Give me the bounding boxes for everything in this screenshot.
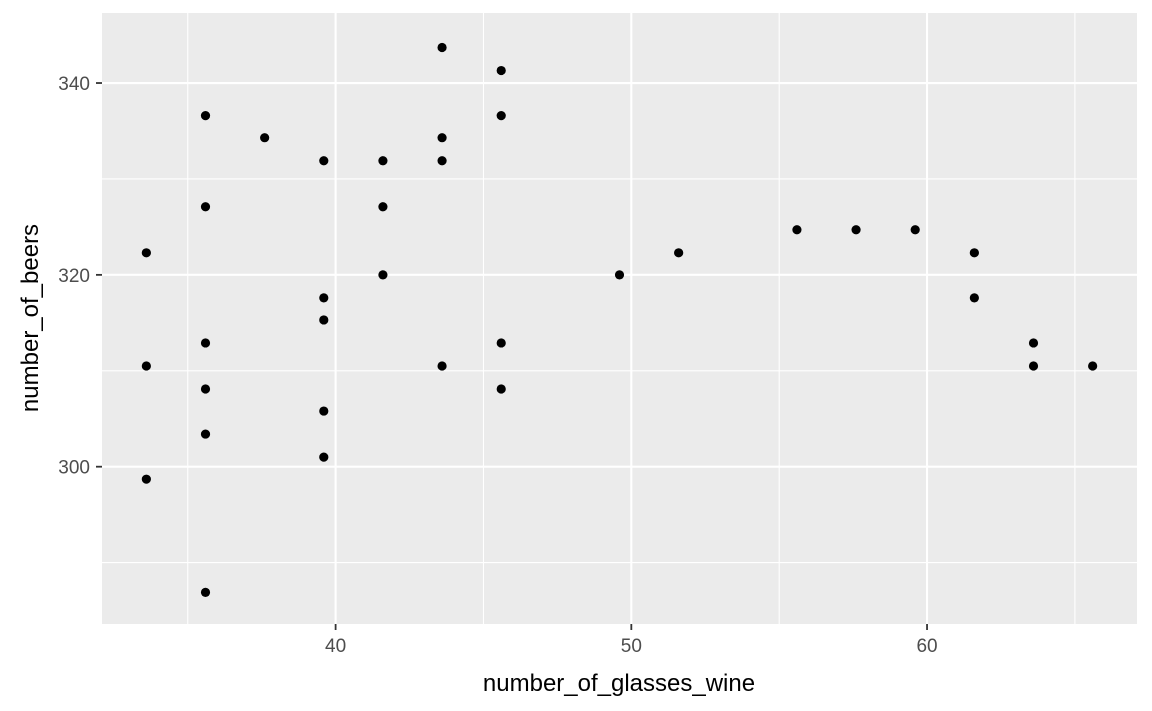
grid-minor: [102, 13, 1137, 624]
data-point: [969, 293, 979, 303]
data-point: [200, 587, 211, 597]
grid-major: [102, 13, 1137, 624]
data-point: [437, 42, 447, 53]
y-tick-label: 300: [58, 458, 90, 479]
data-point: [496, 384, 506, 394]
data-point: [1028, 338, 1039, 348]
data-point: [851, 225, 861, 235]
plot-panel: [102, 13, 1137, 624]
data-point: [319, 315, 329, 325]
data-point: [674, 248, 684, 258]
x-tick-label: 50: [621, 636, 642, 657]
x-axis-title: number_of_glasses_wine: [483, 670, 755, 697]
data-point: [614, 270, 625, 280]
data-point: [319, 452, 329, 462]
x-axis-ticks: 40 50 60: [325, 624, 938, 657]
data-point: [437, 156, 447, 166]
data-point: [1028, 361, 1039, 371]
data-point: [200, 429, 211, 439]
data-point: [200, 111, 211, 121]
data-point: [319, 293, 329, 303]
data-point: [319, 156, 329, 166]
y-axis-ticks: 300 320 340: [58, 74, 102, 479]
data-point: [141, 248, 151, 258]
data-point: [496, 65, 506, 76]
data-point: [260, 133, 270, 143]
data-point: [496, 338, 506, 348]
data-point: [1088, 361, 1098, 371]
x-tick-label: 40: [325, 636, 346, 657]
data-point: [437, 133, 447, 143]
data-point: [200, 338, 211, 348]
data-point: [378, 202, 388, 212]
data-points: [141, 42, 1098, 597]
y-tick-label: 340: [58, 74, 90, 95]
data-point: [437, 361, 447, 371]
data-point: [141, 474, 151, 484]
data-point: [200, 202, 211, 212]
data-point: [496, 111, 506, 121]
data-point: [319, 406, 329, 416]
data-point: [141, 361, 151, 371]
data-point: [792, 225, 802, 235]
y-axis-title: number_of_beers: [17, 224, 44, 412]
data-point: [378, 156, 388, 166]
x-tick-label: 60: [916, 636, 937, 657]
data-point: [910, 225, 920, 235]
y-tick-label: 320: [58, 266, 90, 287]
data-point: [200, 384, 211, 394]
data-point: [378, 270, 388, 280]
data-point: [969, 248, 979, 258]
